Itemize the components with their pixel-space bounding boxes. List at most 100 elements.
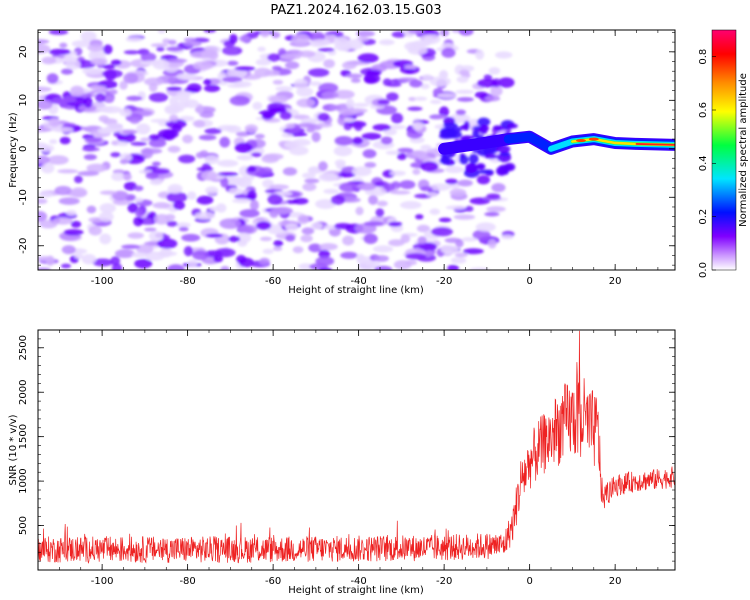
spectrogram-cell — [119, 108, 132, 117]
spectrogram-cell — [123, 72, 139, 84]
spectrogram-cell — [38, 155, 50, 165]
spectrogram-cell — [438, 70, 449, 79]
spectrogram-cell — [302, 182, 317, 192]
spectrogram-cell — [315, 256, 335, 266]
spectrogram-cell — [279, 111, 292, 120]
spectrogram-cell — [196, 195, 214, 205]
spectrogram-cell — [70, 85, 84, 97]
spectrogram-cell — [318, 82, 339, 94]
spectrogram-cell — [53, 217, 73, 225]
spectrogram-cell — [339, 197, 361, 203]
spectrogram-cell — [418, 154, 430, 161]
spectrogram-cell — [38, 126, 52, 133]
spectrogram-cell — [374, 255, 389, 262]
spectrogram-cell — [272, 79, 284, 85]
spectrogram-cell — [143, 77, 164, 86]
spectrogram-cell — [225, 178, 246, 186]
spectrogram-cell — [499, 151, 511, 157]
x-tick-label: 20 — [609, 276, 622, 287]
spectrogram-cell — [428, 183, 451, 191]
spectrogram-cell — [175, 222, 191, 228]
spectrogram-cell — [342, 235, 355, 246]
spectrogram-cell — [465, 163, 478, 174]
spectrogram-cell — [276, 191, 293, 196]
spectrogram-cell — [193, 120, 206, 128]
spectrogram-cell — [333, 89, 355, 99]
spectrogram-cell — [123, 181, 137, 191]
spectrogram-cell — [241, 175, 255, 181]
spectrogram-cell — [293, 78, 309, 90]
spectrogram-cell — [420, 186, 433, 192]
spectrogram-cell — [51, 98, 70, 105]
colorbar — [712, 30, 736, 270]
x-tick-label: -40 — [350, 276, 366, 287]
spectrogram-cell — [459, 154, 469, 165]
spectrogram-cell — [459, 69, 470, 76]
spectrogram-cell — [86, 163, 107, 173]
spectrogram-cell — [82, 146, 100, 152]
spectrogram-cell — [121, 244, 141, 249]
spectrogram-cell — [145, 251, 165, 261]
spectrogram-cell — [300, 234, 313, 243]
spectrogram-cell — [297, 50, 316, 58]
spectrogram-cell — [123, 50, 140, 55]
spectrogram-cell — [310, 38, 331, 47]
spectrogram-cell — [82, 67, 103, 75]
spectrogram-cell — [145, 172, 159, 180]
spectrogram-x-ticks: -100 -80 -60 -40 -20 0 20 — [37, 30, 659, 287]
spectrogram-cell — [75, 60, 96, 69]
spectrogram-cell — [169, 114, 179, 122]
spectrogram-cell — [488, 239, 497, 249]
spectrogram-cell — [198, 134, 217, 141]
spectrogram-cell — [477, 78, 499, 88]
spectrogram-cell — [363, 233, 378, 245]
spectrogram-cell — [296, 86, 314, 97]
spectrogram-cell — [204, 128, 222, 135]
spectrogram-cell — [133, 216, 144, 227]
spectrogram-cell — [362, 149, 377, 159]
spectrogram-cell — [267, 193, 283, 205]
spectrogram-cell — [444, 166, 464, 174]
spectrogram-cell — [484, 153, 499, 160]
spectrogram-cell — [83, 154, 97, 161]
spectrogram-cell — [178, 154, 196, 164]
spectrogram-cell — [99, 203, 116, 214]
spectrogram-cell — [125, 113, 144, 123]
spectrogram-cell — [152, 202, 171, 209]
spectrogram-cell — [134, 197, 144, 203]
spectrogram-cell — [71, 40, 91, 48]
spectrogram-cell — [334, 159, 346, 167]
spectrogram-cell — [228, 235, 241, 243]
spectrogram-cell — [175, 91, 191, 102]
spectrogram-cell — [309, 81, 322, 87]
spectrogram-cell — [38, 267, 51, 270]
spectrogram-cell — [361, 132, 382, 140]
spectrogram-cell — [38, 86, 52, 93]
spectrogram-cell — [46, 73, 59, 84]
spectrogram-cell — [444, 237, 462, 243]
spectrogram-cell — [323, 59, 335, 69]
x-tick-label: -100 — [91, 276, 114, 287]
x-tick-label: -40 — [350, 576, 366, 587]
spectrogram-cell — [374, 265, 393, 270]
spectrogram-cell — [59, 136, 71, 145]
spectrogram-x-label: Height of straight line (km) — [288, 285, 424, 296]
spectrogram-cell — [475, 49, 485, 60]
spectrogram-cell — [372, 124, 391, 131]
spectrogram-cell — [246, 165, 257, 173]
spectrogram-cell — [429, 76, 451, 87]
spectrogram-cell — [363, 221, 385, 227]
spectrogram-cell — [203, 30, 217, 33]
x-tick-label: -100 — [91, 576, 114, 587]
spectrogram-cell — [456, 97, 474, 102]
spectrogram-cell — [130, 141, 148, 146]
spectrogram-cell — [315, 199, 336, 209]
spectrogram-cell — [63, 229, 84, 236]
spectrogram-cell — [486, 206, 506, 213]
spectrogram-cell — [333, 145, 353, 157]
spectrogram-cell — [81, 253, 97, 265]
spectrogram-cell — [58, 197, 80, 205]
spectrogram-cell — [429, 99, 442, 104]
signal-ridge-band — [635, 143, 675, 146]
spectrogram-cell — [291, 34, 311, 46]
